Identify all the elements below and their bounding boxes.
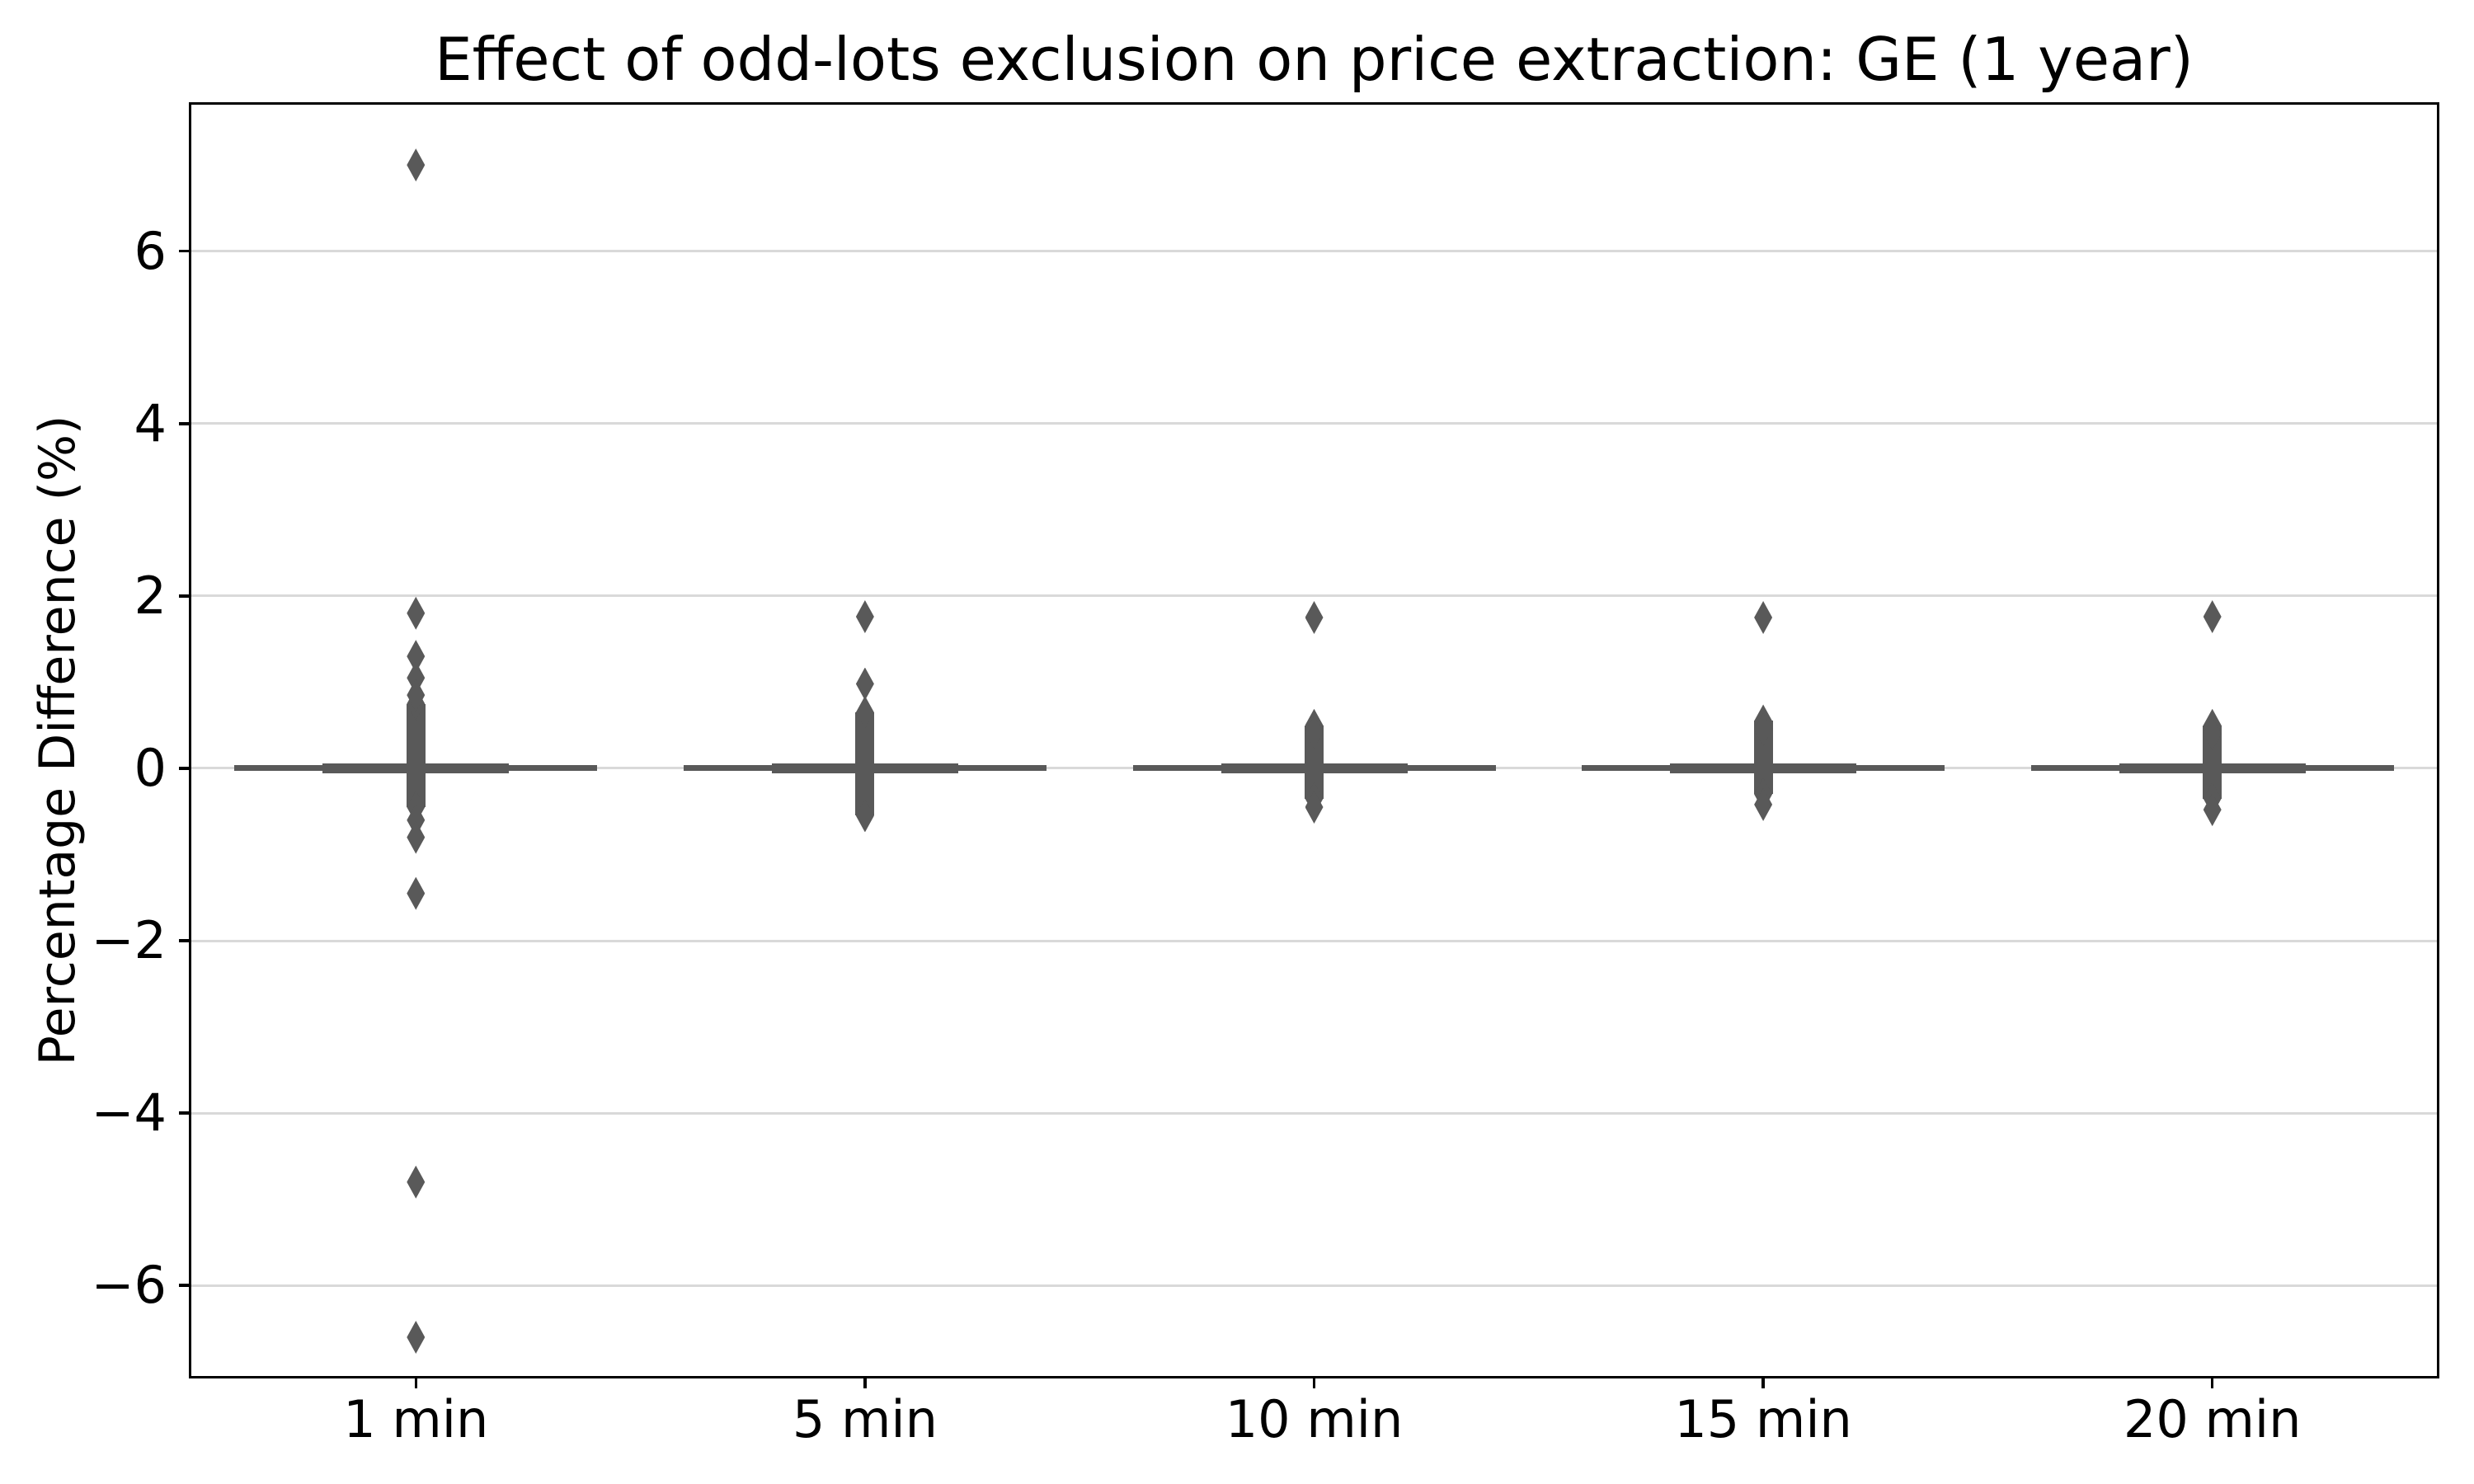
outlier-diamond (2203, 599, 2222, 633)
y-tick-label: 2 (134, 565, 167, 626)
outlier-diamond (1754, 601, 1773, 635)
y-tick-label: 0 (134, 737, 167, 798)
outlier-spindle (2203, 725, 2222, 799)
x-tick-label: 20 min (2123, 1389, 2302, 1449)
y-tick-mark (179, 939, 191, 942)
outlier-diamond (1305, 601, 1324, 635)
x-tick-label: 1 min (343, 1389, 489, 1449)
y-tick-mark (179, 1284, 191, 1287)
outlier-diamond (407, 596, 426, 630)
y-tick-mark (179, 422, 191, 425)
x-tick-label: 15 min (1674, 1389, 1852, 1449)
outlier-spindle (1753, 721, 1773, 795)
x-tick-mark (2210, 1376, 2214, 1388)
y-axis-label: Percentage Difference (%) (29, 415, 87, 1066)
y-tick-mark (179, 767, 191, 770)
outlier-diamond (407, 803, 426, 837)
axes-spines (189, 102, 2439, 1378)
gridline (191, 250, 2437, 253)
y-tick-mark (179, 594, 191, 598)
y-tick-mark (179, 1111, 191, 1115)
y-tick-label: −4 (91, 1082, 167, 1144)
outlier-diamond (855, 599, 874, 633)
y-tick-label: −2 (91, 910, 167, 971)
outlier-diamond (1754, 787, 1773, 821)
x-tick-mark (863, 1376, 867, 1388)
outlier-diamond (407, 876, 426, 910)
outlier-diamond (1305, 716, 1324, 749)
y-tick-label: 6 (134, 220, 167, 281)
outlier-diamond (1754, 712, 1773, 746)
gridline (191, 939, 2437, 942)
outlier-spindle (855, 712, 875, 816)
y-tick-mark (179, 249, 191, 253)
outlier-diamond (407, 1165, 426, 1199)
outlier-diamond (855, 799, 874, 833)
outlier-diamond (407, 661, 426, 695)
outlier-diamond (2203, 717, 2222, 751)
outlier-diamond (1305, 791, 1324, 824)
y-tick-label: −6 (91, 1255, 167, 1316)
x-tick-mark (414, 1376, 418, 1388)
outlier-spindle (406, 703, 426, 807)
outlier-diamond (407, 679, 426, 712)
y-tick-label: 4 (134, 392, 167, 453)
outlier-diamond (407, 640, 426, 674)
outlier-spindle (1305, 725, 1324, 799)
gridline (191, 1111, 2437, 1115)
outlier-diamond (407, 148, 426, 182)
outlier-diamond (855, 696, 874, 730)
gridline (191, 594, 2437, 598)
outlier-diamond (2203, 793, 2222, 827)
outlier-diamond (407, 1320, 426, 1354)
gridline (191, 1284, 2437, 1287)
x-tick-label: 10 min (1225, 1389, 1404, 1449)
outlier-diamond (407, 820, 426, 854)
outlier-diamond (855, 667, 874, 701)
x-tick-label: 5 min (792, 1389, 938, 1449)
gridline (191, 422, 2437, 425)
x-tick-mark (1312, 1376, 1316, 1388)
x-tick-mark (1761, 1376, 1765, 1388)
chart-title: Effect of odd-lots exclusion on price ex… (435, 25, 2194, 94)
